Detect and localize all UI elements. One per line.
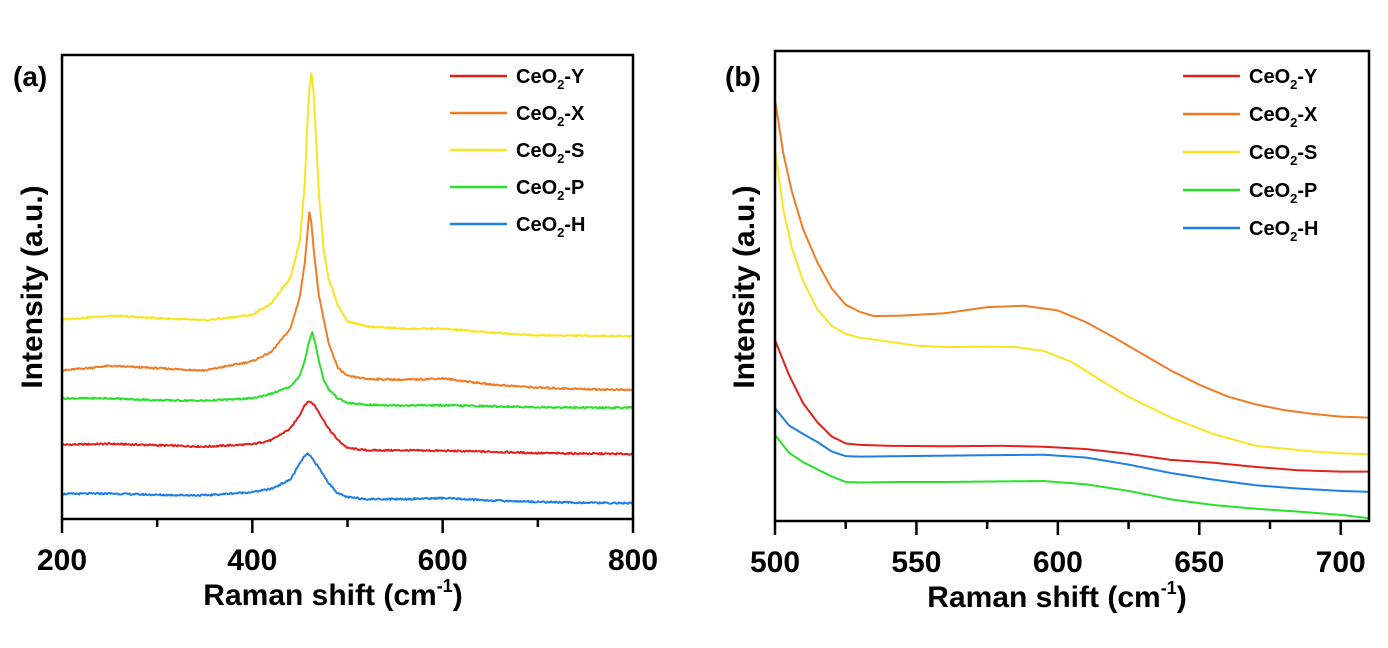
- panel-a-x-tick-label: 600: [418, 544, 468, 577]
- panel-b-x-ticks: 500 550 600 650 700: [750, 521, 1366, 579]
- legend-label-sub: 2: [557, 225, 564, 240]
- legend-label-main: CeO: [1249, 66, 1290, 88]
- panel-a: (a) Intensity (a.u.) 200 400 600 800 Raman …: [13, 53, 658, 612]
- legend-item-ceo2-s: CeO2-S: [1183, 142, 1317, 168]
- panel-a-x-tick-label: 400: [227, 544, 277, 577]
- legend-label-suffix: -S: [564, 140, 584, 162]
- legend-item-ceo2-h: CeO2-H: [1183, 218, 1318, 244]
- legend-label: CeO2-S: [516, 140, 584, 166]
- legend-label-sub: 2: [557, 114, 564, 129]
- legend-label-suffix: -Y: [1297, 66, 1318, 88]
- panel-b-series-ceo2-h: [774, 407, 1370, 493]
- panel-a-x-ticks: 200 400 600 800: [37, 519, 658, 577]
- legend-label: CeO2-X: [516, 103, 585, 129]
- panel-a-label: (a): [13, 61, 47, 92]
- panel-a-series-group: [61, 72, 634, 505]
- legend-label-main: CeO: [1249, 104, 1290, 126]
- legend-label-suffix: -P: [564, 177, 584, 199]
- legend-label-main: CeO: [516, 140, 557, 162]
- legend-label: CeO2-X: [1249, 104, 1318, 130]
- legend-item-ceo2-x: CeO2-X: [450, 103, 585, 129]
- panel-a-series-ceo2-h: [61, 452, 634, 505]
- panel-b-series-ceo2-y: [774, 339, 1370, 473]
- panel-a-x-axis-title-main: Raman shift (cm: [203, 579, 436, 612]
- legend-label-main: CeO: [516, 177, 557, 199]
- legend-label: CeO2-H: [1249, 218, 1318, 244]
- legend-item-ceo2-p: CeO2-P: [450, 177, 584, 203]
- panel-a-y-axis-title: Intensity (a.u.): [16, 185, 49, 388]
- panel-b-x-tick-label: 550: [891, 546, 941, 579]
- legend-label-suffix: -X: [564, 103, 585, 125]
- legend-label-sub: 2: [557, 77, 564, 92]
- legend-label: CeO2-Y: [516, 66, 585, 92]
- legend-label-main: CeO: [516, 103, 557, 125]
- panel-b-series-ceo2-s: [774, 149, 1370, 456]
- panel-a-x-axis-title-end: ): [453, 579, 463, 612]
- panel-b-x-tick-label: 650: [1174, 546, 1224, 579]
- panel-b-x-tick-label: 600: [1033, 546, 1083, 579]
- panel-b-x-axis-title-sup: -1: [1161, 578, 1177, 598]
- legend-label-sub: 2: [1290, 153, 1297, 168]
- panel-b-x-tick-label: 700: [1316, 546, 1366, 579]
- legend-item-ceo2-s: CeO2-S: [450, 140, 584, 166]
- panel-a-x-axis-title: Raman shift (cm-1): [203, 576, 462, 612]
- legend-label-suffix: -Y: [564, 66, 585, 88]
- panel-b-y-axis-title: Intensity (a.u.): [728, 185, 761, 388]
- panel-b-series-group: [774, 99, 1370, 520]
- panel-b: (b) Intensity (a.u.) 500 550 600 650 700 Ram…: [725, 49, 1371, 614]
- legend-label: CeO2-P: [516, 177, 584, 203]
- panel-b-x-axis-title-end: ): [1177, 581, 1187, 614]
- panel-a-x-tick-label: 800: [608, 544, 658, 577]
- legend-label-sub: 2: [1290, 77, 1297, 92]
- legend-label-sub: 2: [1290, 115, 1297, 130]
- legend-label-sub: 2: [1290, 229, 1297, 244]
- legend-item-ceo2-y: CeO2-Y: [450, 66, 585, 92]
- legend-item-ceo2-p: CeO2-P: [1183, 180, 1317, 206]
- legend-label: CeO2-S: [1249, 142, 1317, 168]
- panel-a-series-ceo2-s: [61, 72, 634, 338]
- legend-label-suffix: -X: [1297, 104, 1318, 126]
- legend-label-main: CeO: [516, 66, 557, 88]
- legend-label-suffix: -P: [1297, 180, 1317, 202]
- legend-label-suffix: -H: [1297, 218, 1318, 240]
- panel-b-x-axis-title-main: Raman shift (cm: [927, 581, 1160, 614]
- panel-a-series-ceo2-p: [61, 331, 634, 410]
- legend-label-suffix: -H: [564, 214, 585, 236]
- panel-a-series-ceo2-x: [61, 211, 634, 392]
- legend-label-main: CeO: [1249, 180, 1290, 202]
- panel-b-x-axis-title: Raman shift (cm-1): [927, 578, 1186, 614]
- legend-item-ceo2-y: CeO2-Y: [1183, 66, 1318, 92]
- legend-label-main: CeO: [1249, 218, 1290, 240]
- legend-label: CeO2-P: [1249, 180, 1317, 206]
- legend-label-main: CeO: [516, 214, 557, 236]
- panel-b-label: (b): [725, 61, 761, 92]
- legend-label-sub: 2: [557, 151, 564, 166]
- legend-label-main: CeO: [1249, 142, 1290, 164]
- panel-b-series-ceo2-p: [774, 434, 1370, 520]
- legend-label: CeO2-H: [516, 214, 585, 240]
- legend-label-sub: 2: [557, 188, 564, 203]
- panel-a-series-ceo2-y: [61, 400, 634, 456]
- panel-b-frame: [773, 49, 1371, 523]
- panel-b-series-ceo2-x: [774, 99, 1370, 419]
- legend-item-ceo2-h: CeO2-H: [450, 214, 585, 240]
- legend-item-ceo2-x: CeO2-X: [1183, 104, 1318, 130]
- panel-a-x-axis-title-sup: -1: [437, 576, 453, 596]
- panel-a-x-tick-label: 200: [37, 544, 87, 577]
- legend-label-suffix: -S: [1297, 142, 1317, 164]
- legend-label: CeO2-Y: [1249, 66, 1318, 92]
- legend-label-sub: 2: [1290, 191, 1297, 206]
- panel-b-x-tick-label: 500: [750, 546, 800, 579]
